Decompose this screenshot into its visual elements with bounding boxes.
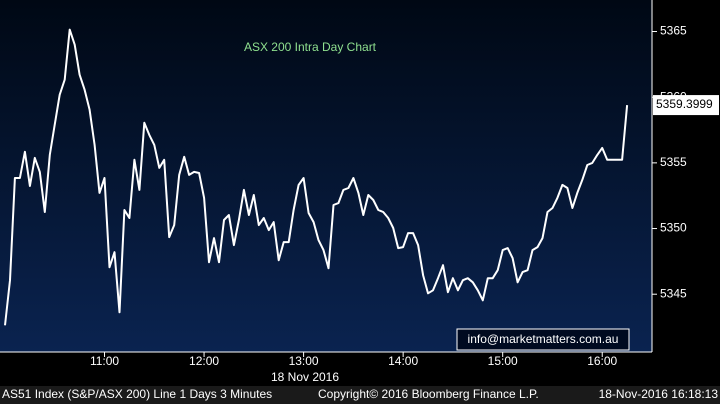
footer-bar [0,386,720,404]
footer-right: 18-Nov-2016 16:18:13 [599,387,719,401]
plot-area [0,0,652,352]
x-tick-label: 13:00 [289,354,319,368]
last-value-box [653,95,719,116]
x-tick-label: 12:00 [189,354,219,368]
watermark-box [456,328,630,351]
y-tick-label: 5365 [660,24,687,38]
y-tick-label: 5355 [660,155,687,169]
y-tick-label: 5345 [660,286,687,300]
footer-left: AS51 Index (S&P/ASX 200) Line 1 Days 3 M… [2,387,272,401]
chart-title: ASX 200 Intra Day Chart [244,40,377,54]
x-tick-label: 15:00 [488,354,518,368]
x-tick-label: 14:00 [388,354,418,368]
x-tick-label: 16:00 [587,354,617,368]
x-tick-label: 11:00 [90,354,119,368]
price-line [4,28,629,326]
footer-center: Copyright© 2016 Bloomberg Finance L.P. [318,387,539,401]
x-axis-label: 18 Nov 2016 [271,370,339,384]
y-tick-label: 5350 [660,221,687,235]
watermark: info@marketmatters.com.au [468,332,619,346]
last-value-label: 5359.3999 [656,97,713,111]
